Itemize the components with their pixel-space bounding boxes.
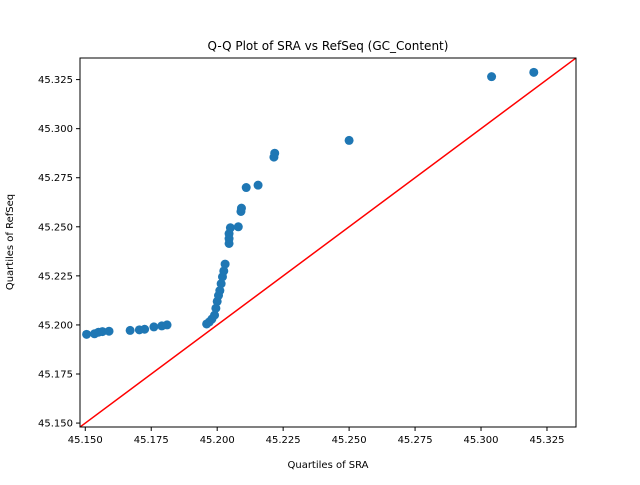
x-tick-label-8: 45.325: [529, 435, 564, 446]
data-point-27: [225, 223, 235, 233]
data-point-4: [97, 327, 107, 337]
y-tick-label-3: 45.200: [38, 320, 73, 331]
x-axis-label: Quartiles of SRA: [287, 460, 368, 471]
plot-area: [80, 58, 576, 427]
data-point-31: [241, 183, 251, 193]
data-point-16: [211, 303, 221, 313]
y-tick-label-5: 45.250: [38, 222, 73, 233]
data-point-20: [216, 279, 226, 289]
data-point-37: [529, 67, 539, 77]
data-point-8: [140, 324, 150, 334]
y-tick-label-1: 45.150: [38, 419, 73, 430]
data-point-1: [82, 329, 92, 339]
x-tick-label-4: 45.225: [266, 435, 301, 446]
data-point-36: [487, 72, 497, 82]
data-point-22: [219, 266, 229, 276]
x-axis: 45.150 45.175 45.200 45.225 45.250 45.275 45.3…: [68, 427, 564, 446]
x-tick-label-6: 45.275: [398, 435, 433, 446]
reference-line: [80, 58, 576, 427]
data-point-5: [104, 326, 114, 336]
data-point-34: [270, 148, 280, 158]
data-point-6: [125, 325, 135, 335]
data-point-32: [253, 180, 263, 190]
y-tick-label-2: 45.175: [38, 370, 73, 381]
data-point-9: [149, 322, 159, 332]
y-tick-label-4: 45.225: [38, 271, 73, 282]
data-point-28: [233, 222, 243, 232]
x-tick-label-1: 45.150: [68, 435, 103, 446]
y-tick-label-8: 45.325: [38, 75, 73, 86]
y-axis-label: Quartiles of RefSeq: [5, 194, 16, 290]
y-tick-label-7: 45.300: [38, 124, 73, 135]
plot-frame: [79, 57, 577, 428]
data-point-30: [236, 203, 246, 213]
y-tick-label-6: 45.275: [38, 173, 73, 184]
data-points: [82, 67, 539, 339]
x-tick-label-5: 45.250: [332, 435, 367, 446]
x-tick-label-2: 45.175: [134, 435, 169, 446]
y-axis: 45.150 45.175 45.200 45.225 45.250 45.275 45.3…: [38, 75, 80, 430]
x-tick-label-7: 45.300: [464, 435, 499, 446]
x-tick-label-3: 45.200: [200, 435, 235, 446]
data-point-19: [215, 286, 225, 296]
chart-title: Q-Q Plot of SRA vs RefSeq (GC_Content): [208, 39, 449, 53]
data-point-35: [344, 135, 354, 145]
data-point-15: [210, 310, 220, 320]
data-point-23: [220, 259, 230, 269]
data-point-11: [162, 320, 172, 330]
